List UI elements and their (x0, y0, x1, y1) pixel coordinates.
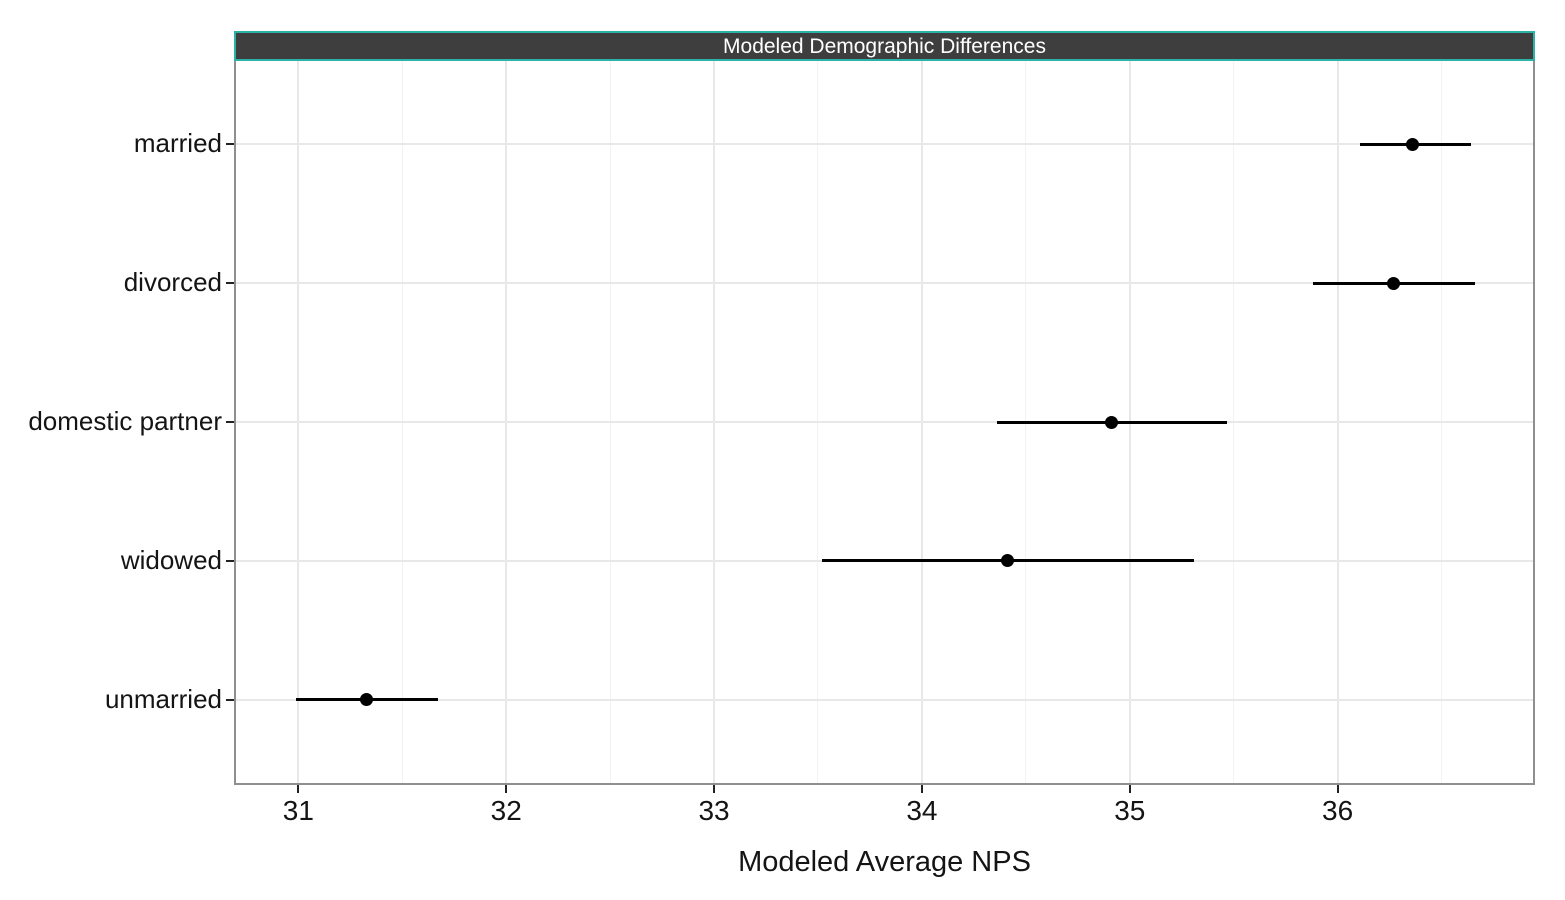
y-tick-mark (226, 421, 234, 423)
y-tick-mark (226, 282, 234, 285)
grid-major-hline (236, 698, 1533, 701)
point-estimate (1104, 415, 1118, 429)
x-tick-label: 31 (282, 795, 314, 826)
point-estimate (1405, 137, 1419, 151)
y-tick-label: widowed (120, 544, 222, 575)
y-tick-mark (226, 698, 234, 701)
x-tick-mark (1128, 785, 1131, 793)
x-tick-mark (1336, 785, 1339, 793)
plot-panel (234, 61, 1535, 785)
x-tick-mark (920, 785, 923, 793)
y-tick-label: married (133, 128, 222, 159)
x-tick-label: 36 (1322, 795, 1354, 826)
grid-major-hline (236, 143, 1533, 146)
y-tick-mark (226, 559, 234, 562)
x-tick-label: 33 (698, 795, 730, 826)
x-tick-label: 35 (1114, 795, 1146, 826)
x-tick-mark (297, 785, 300, 793)
y-tick-label: unmarried (104, 683, 222, 714)
y-tick-label: divorced (123, 267, 222, 298)
x-tick-mark (505, 785, 508, 793)
x-tick-label: 34 (906, 795, 938, 826)
point-estimate (1000, 554, 1014, 568)
point-estimate (1387, 276, 1401, 290)
plot-title: Modeled Demographic Differences (723, 34, 1046, 58)
grid-major-hline (236, 282, 1533, 285)
x-tick-mark (713, 785, 716, 793)
y-tick-label: domestic partner (28, 405, 222, 436)
x-axis: 31 32 33 34 35 36 (236, 785, 1533, 845)
x-axis-title: Modeled Average NPS (738, 846, 1031, 878)
point-estimate (360, 693, 374, 707)
y-axis: married divorced domestic partner widowed un… (0, 61, 234, 783)
grid-major-hline (236, 421, 1533, 423)
x-tick-label: 32 (490, 795, 522, 826)
plot-title-strip: Modeled Demographic Differences (234, 31, 1535, 61)
y-tick-mark (226, 143, 234, 146)
